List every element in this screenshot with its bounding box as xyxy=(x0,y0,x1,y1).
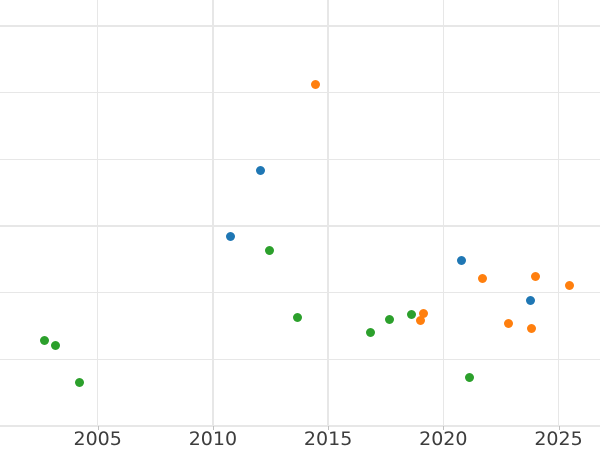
data-point-series-green xyxy=(40,335,50,345)
data-point-series-green xyxy=(264,246,274,256)
data-point-series-green xyxy=(292,312,302,322)
data-point-series-orange xyxy=(526,324,536,334)
data-point-series-orange xyxy=(416,315,426,325)
gridline-vertical xyxy=(212,0,214,426)
data-point-series-green xyxy=(74,378,84,388)
gridline-horizontal xyxy=(0,25,600,27)
data-point-series-orange xyxy=(419,308,429,318)
gridline-vertical xyxy=(96,0,99,426)
gridline-horizontal xyxy=(0,425,600,427)
data-point-series-green xyxy=(366,328,375,338)
data-point-series-blue xyxy=(525,295,535,305)
gridline-horizontal xyxy=(0,225,600,227)
x-axis-tick-mark xyxy=(558,426,560,430)
gridline-vertical xyxy=(557,0,560,426)
gridline-horizontal xyxy=(0,291,600,294)
data-point-series-orange xyxy=(311,79,321,89)
x-axis-tick-mark xyxy=(212,426,214,430)
x-axis-tick-mark xyxy=(443,426,445,430)
data-point-series-blue xyxy=(457,256,467,266)
data-point-series-green xyxy=(464,372,474,382)
x-axis-tick-mark xyxy=(328,426,330,430)
x-axis-tick-mark xyxy=(97,426,99,430)
data-point-series-green xyxy=(51,340,61,350)
x-axis-tick-label: 2005 xyxy=(73,428,122,450)
x-axis-tick-label: 2025 xyxy=(534,428,583,450)
gridline-vertical xyxy=(442,0,445,426)
gridline-horizontal xyxy=(0,158,600,161)
data-point-series-green xyxy=(407,310,417,320)
gridline-horizontal xyxy=(0,358,600,361)
x-axis-tick-label: 2010 xyxy=(188,428,238,450)
x-axis-tick-label: 2015 xyxy=(303,428,353,450)
data-point-series-orange xyxy=(477,274,487,284)
data-point-series-blue xyxy=(225,231,235,241)
data-point-series-orange xyxy=(504,318,514,328)
data-point-series-green xyxy=(384,314,394,324)
gridline-vertical xyxy=(327,0,329,426)
gridline-horizontal xyxy=(0,91,600,94)
x-axis-tick-label: 2020 xyxy=(419,428,468,450)
data-point-series-orange xyxy=(564,280,574,290)
data-point-series-orange xyxy=(531,272,541,282)
data-point-series-blue xyxy=(256,166,266,176)
